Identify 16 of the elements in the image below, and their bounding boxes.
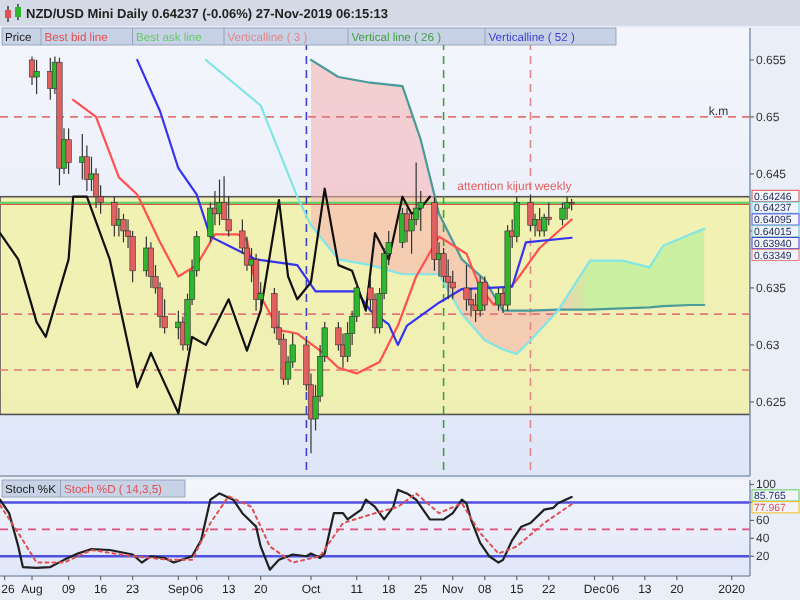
candlestick (399, 207, 406, 249)
candlestick (253, 253, 260, 312)
candlestick (513, 196, 520, 243)
line-series (136, 58, 573, 347)
candlestick (463, 264, 470, 312)
candlestick (33, 59, 40, 95)
candlestick (527, 193, 534, 232)
line-series (72, 98, 573, 375)
line-series (0, 187, 431, 415)
candlestick (481, 275, 488, 312)
candlestick (559, 201, 566, 226)
candlestick (28, 55, 36, 86)
candlestick (147, 241, 154, 289)
line-series (204, 58, 706, 356)
candlestick (120, 213, 127, 243)
line-series (309, 58, 706, 312)
